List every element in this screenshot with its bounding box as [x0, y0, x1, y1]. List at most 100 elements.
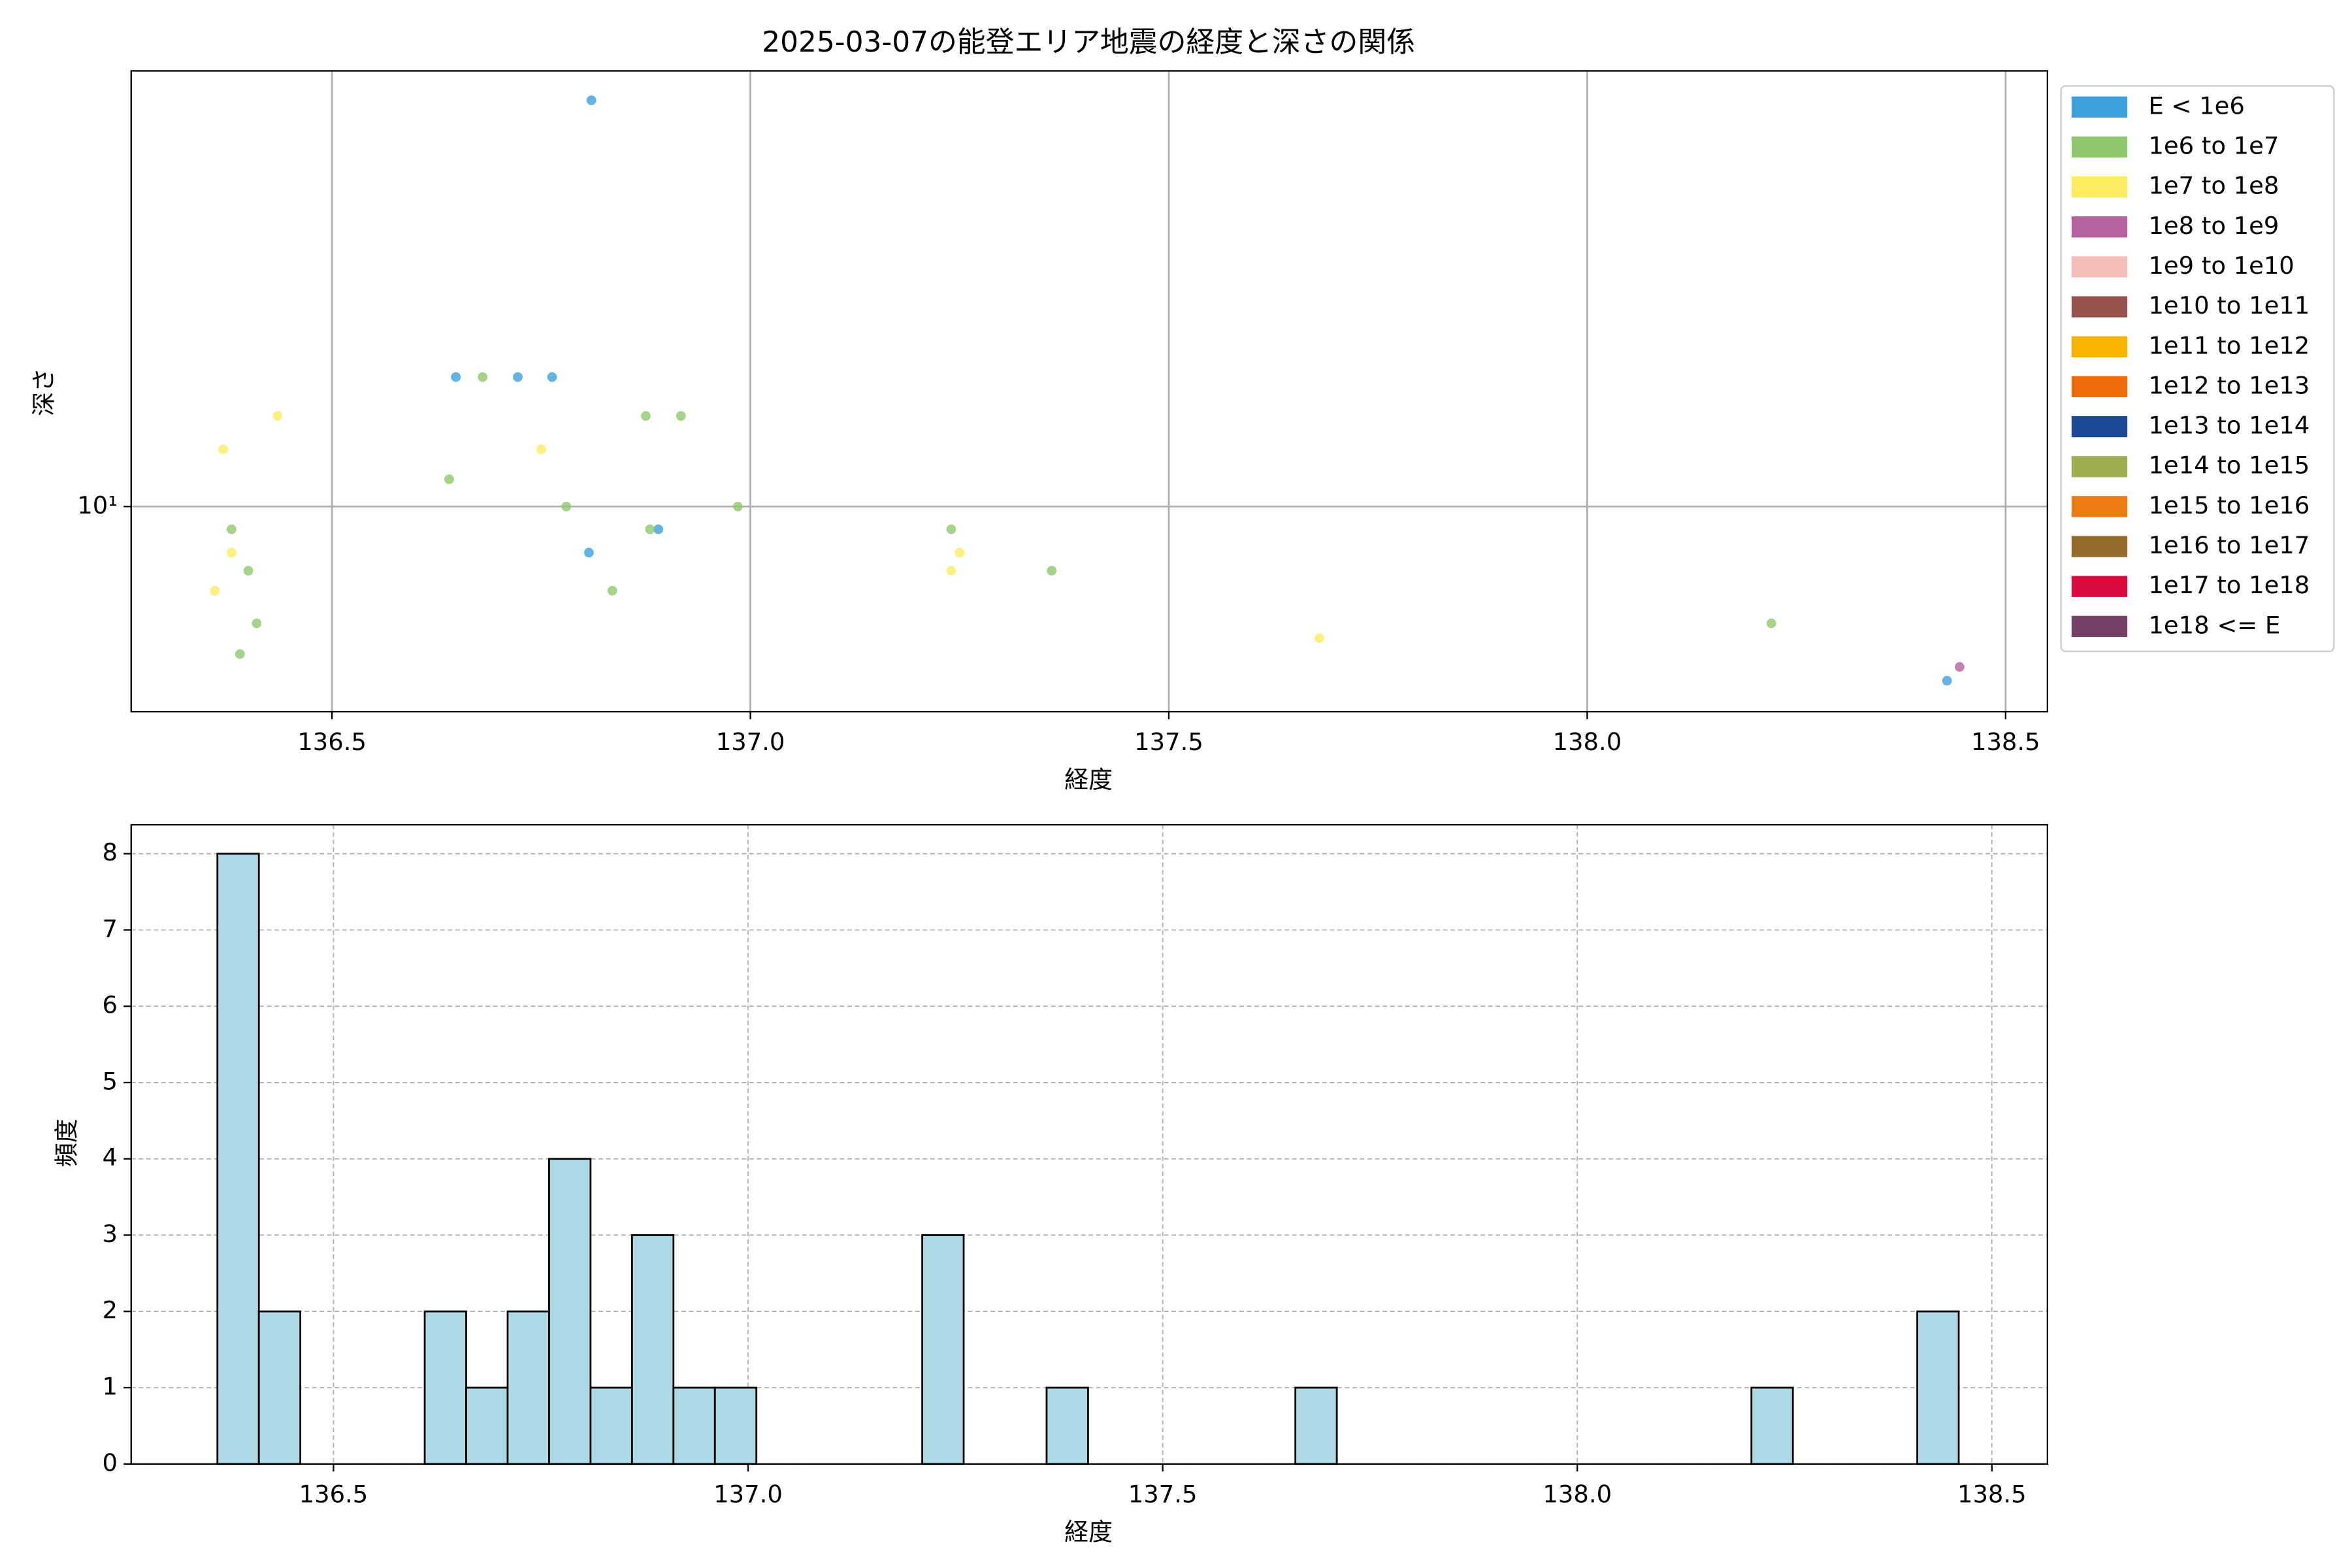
point [561, 501, 572, 512]
legend-label: 1e10 to 1e11 [2148, 291, 2310, 319]
x-tick-label: 137.0 [713, 1480, 783, 1509]
legend-box [2060, 85, 2335, 653]
legend-label: 1e12 to 1e13 [2148, 371, 2310, 399]
point [1942, 676, 1952, 686]
y-tick-label: 2 [103, 1296, 118, 1324]
legend-swatch [2071, 576, 2128, 597]
legend-swatch [2071, 136, 2128, 158]
point [676, 411, 686, 421]
legend-label: 1e8 to 1e9 [2148, 212, 2279, 240]
legend-swatch [2071, 416, 2128, 438]
bar [672, 1386, 716, 1465]
legend-swatch [2071, 216, 2128, 238]
legend-label: 1e16 to 1e17 [2148, 531, 2310, 559]
y-tick-label: 0 [103, 1448, 118, 1477]
bar [257, 1310, 302, 1465]
x-tick-label: 138.5 [1957, 1480, 2027, 1509]
point [227, 547, 237, 558]
y-tick-label: 10¹ [77, 491, 118, 519]
x-tick-label: 137.5 [1134, 728, 1203, 756]
y-tick-label: 8 [103, 838, 118, 866]
x-tick-label: 136.5 [299, 1480, 368, 1509]
bar [1045, 1386, 1089, 1465]
x-tick-label: 138.0 [1543, 1480, 1612, 1509]
point [451, 372, 461, 382]
point [444, 474, 454, 484]
legend-swatch [2071, 96, 2128, 118]
point [586, 95, 596, 105]
x-axis-label: 経度 [1064, 766, 1113, 794]
legend-swatch [2071, 256, 2128, 278]
plot-area [131, 825, 2048, 1464]
point [227, 524, 237, 534]
y-tick-label: 7 [103, 915, 118, 943]
legend-swatch [2071, 456, 2128, 478]
point [946, 524, 956, 534]
point [1954, 662, 1965, 672]
bar [589, 1386, 633, 1465]
y-tick-label: 1 [103, 1373, 118, 1401]
chart-title: 2025-03-07の能登エリア地震の経度と深さの関係 [762, 25, 1415, 59]
legend-swatch [2071, 336, 2128, 357]
bar [548, 1158, 592, 1465]
point [210, 585, 220, 596]
bar [921, 1234, 965, 1465]
legend-label: 1e14 to 1e15 [2148, 451, 2310, 480]
legend-label: 1e13 to 1e14 [2148, 412, 2310, 440]
bar [1294, 1386, 1338, 1465]
y-axis-label: 頻度 [52, 1119, 80, 1167]
legend-swatch [2071, 176, 2128, 198]
point [252, 618, 262, 629]
legend-swatch [2071, 615, 2128, 637]
y-tick-label: 3 [103, 1220, 118, 1248]
point [946, 566, 956, 576]
x-axis-label: 経度 [1064, 1518, 1113, 1546]
point [653, 524, 664, 534]
point [235, 649, 245, 659]
bar [423, 1310, 467, 1465]
point [478, 372, 488, 382]
point [641, 411, 651, 421]
y-tick-label: 5 [103, 1067, 118, 1095]
legend-label: 1e15 to 1e16 [2148, 491, 2310, 519]
legend-label: 1e17 to 1e18 [2148, 571, 2310, 599]
bar [1916, 1310, 1960, 1465]
y-axis-label: 深さ [30, 368, 58, 416]
y-tick-label: 6 [103, 991, 118, 1019]
point [218, 444, 229, 455]
bar [216, 853, 260, 1465]
legend-swatch [2071, 296, 2128, 318]
y-tick-label: 4 [103, 1143, 118, 1171]
legend-label: 1e11 to 1e12 [2148, 331, 2310, 359]
point [243, 566, 253, 576]
bar [506, 1310, 550, 1465]
point [955, 547, 965, 558]
bar [465, 1386, 509, 1465]
point [536, 444, 546, 455]
plot-area [131, 71, 2048, 712]
legend-swatch [2071, 376, 2128, 398]
legend-label: 1e6 to 1e7 [2148, 132, 2279, 160]
x-tick-label: 138.5 [1971, 728, 2040, 756]
point [732, 501, 743, 512]
point [645, 524, 655, 534]
point [607, 585, 617, 596]
axes-frame [130, 824, 2048, 1465]
legend-label: 1e9 to 1e10 [2148, 252, 2294, 280]
point [1047, 566, 1057, 576]
legend-label: 1e18 <= E [2148, 611, 2280, 639]
point [547, 372, 557, 382]
point [272, 411, 283, 421]
legend-label: 1e7 to 1e8 [2148, 172, 2279, 200]
x-tick-label: 136.5 [297, 728, 367, 756]
x-tick-label: 138.0 [1553, 728, 1622, 756]
axes-frame [130, 70, 2048, 713]
point [513, 372, 523, 382]
legend-swatch [2071, 536, 2128, 557]
bar [1750, 1386, 1794, 1465]
legend-label: E < 1e6 [2148, 91, 2244, 120]
bar [713, 1386, 758, 1465]
point [1766, 618, 1776, 629]
point [1315, 633, 1324, 644]
legend-swatch [2071, 496, 2128, 517]
